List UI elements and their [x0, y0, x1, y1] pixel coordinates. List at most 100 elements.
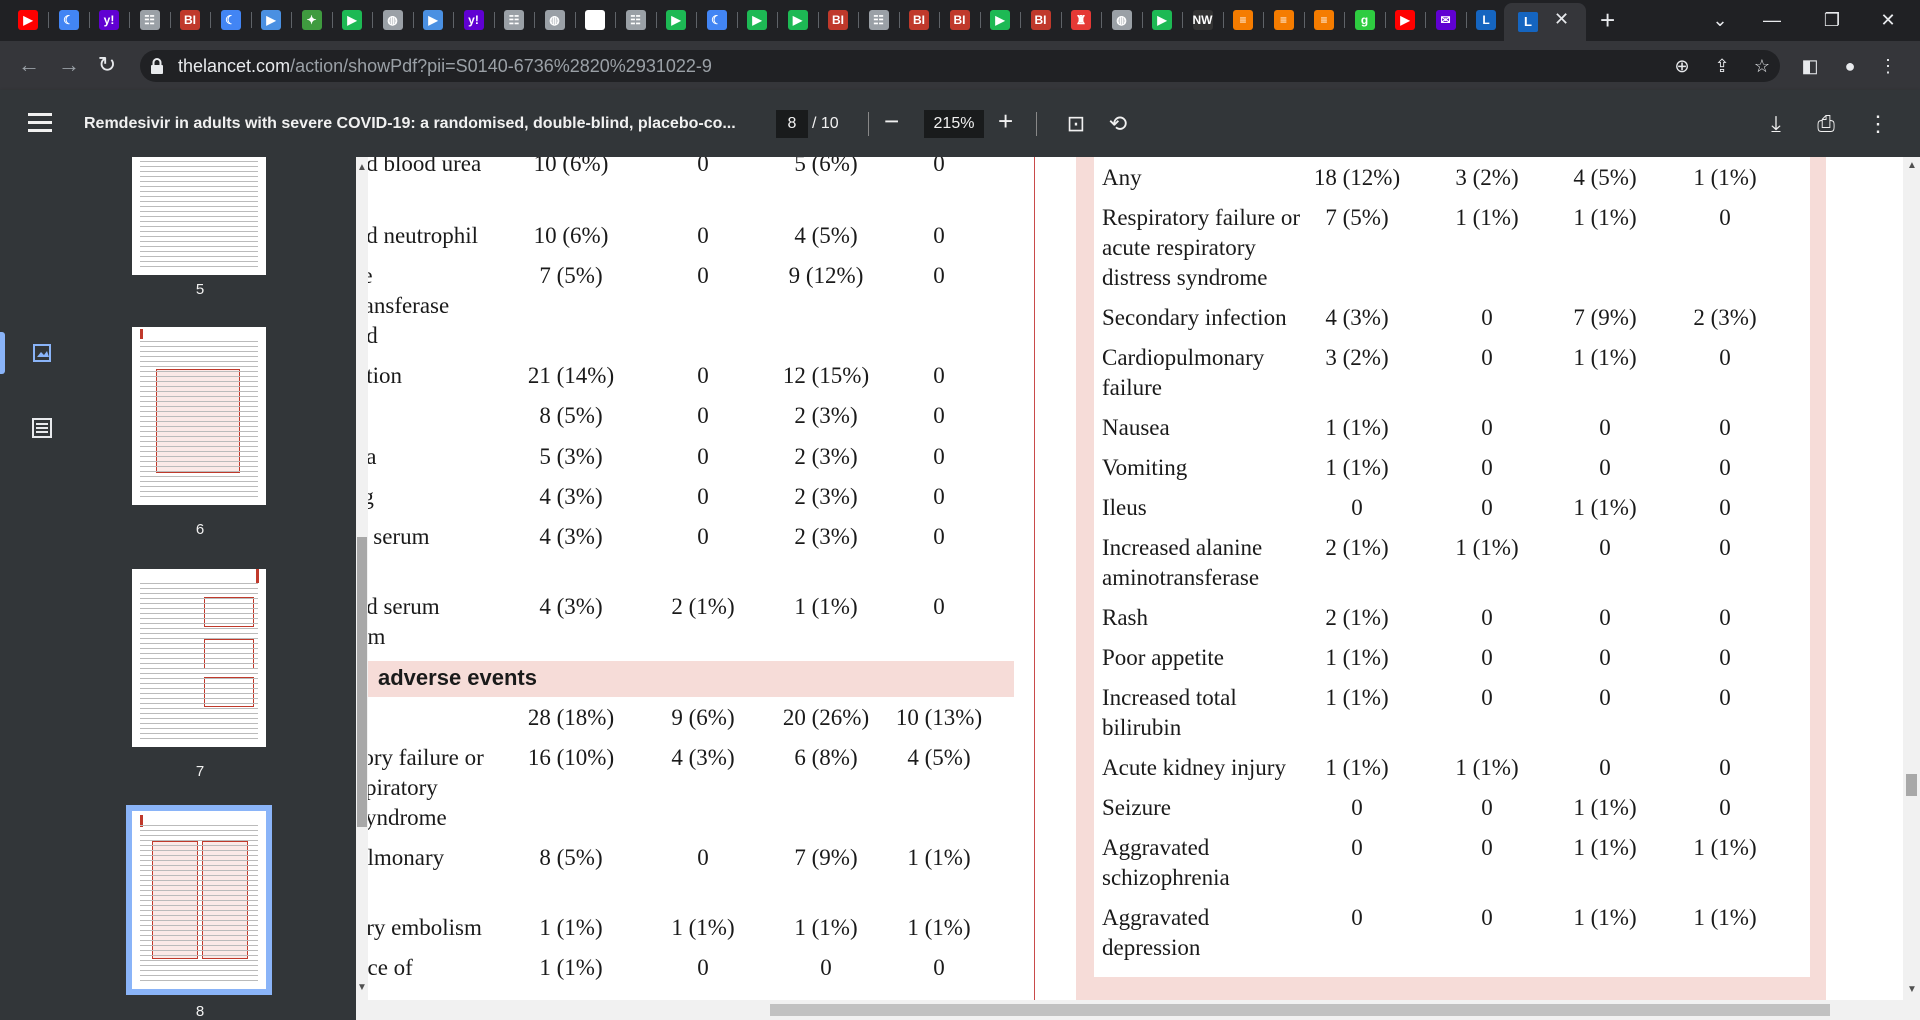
tab-favicon-icon[interactable]: ▶ — [666, 10, 686, 30]
outline-view-icon[interactable] — [26, 412, 58, 444]
tab-favicon-icon[interactable]: ☷ — [504, 10, 524, 30]
tab-favicon-icon[interactable]: ☷ — [868, 10, 889, 30]
table-cell: 0 — [933, 403, 945, 428]
table-cell: 0 — [933, 157, 945, 176]
maximize-button[interactable]: ❐ — [1823, 10, 1841, 30]
scroll-up-icon[interactable]: ▲ — [1907, 160, 1917, 171]
horizontal-scrollbar[interactable] — [356, 1000, 1903, 1020]
zoom-icon[interactable]: ⊕ — [1674, 56, 1690, 76]
tab-favicon-icon[interactable]: ▶ — [747, 10, 767, 30]
thumbnails-view-icon[interactable] — [26, 337, 58, 369]
scroll-down-icon[interactable]: ▼ — [1907, 984, 1917, 995]
scroll-up-icon[interactable]: ▲ — [357, 162, 367, 173]
tab-separator — [615, 12, 616, 28]
close-tab-icon[interactable]: ✕ — [1554, 9, 1570, 29]
table-cell: 0 — [697, 223, 709, 248]
tab-favicon-icon[interactable]: ≡ — [1273, 10, 1294, 30]
tab-favicon-icon[interactable]: NW — [1192, 10, 1213, 30]
tab-favicon-icon[interactable]: y! — [463, 10, 484, 30]
tab-favicon-icon[interactable]: ◍ — [544, 10, 565, 30]
print-icon[interactable]: ⎙ — [1817, 111, 1835, 136]
back-button[interactable]: ← — [18, 52, 40, 77]
tab-favicon-icon[interactable]: ≡ — [1233, 10, 1253, 30]
hamburger-menu-icon[interactable] — [28, 113, 52, 133]
tab-favicon-icon[interactable]: BI — [828, 10, 848, 30]
thumb-text-line — [140, 396, 258, 397]
thumb-text-line — [140, 723, 258, 724]
thumbnail-label: 6 — [195, 521, 205, 538]
side-panel-icon[interactable]: ◧ — [1801, 56, 1819, 76]
left-edge-scrollbar[interactable]: ▲ ▼ — [356, 157, 368, 1000]
pdf-more-options-icon[interactable]: ⋮ — [1867, 111, 1889, 136]
active-tab[interactable]: L — [1504, 3, 1586, 41]
tab-favicon-icon[interactable]: ♜ — [1071, 10, 1091, 30]
tab-favicon-icon[interactable]: BI — [949, 10, 970, 30]
url-text[interactable]: thelancet.com/action/showPdf?pii=S0140-6… — [178, 55, 712, 77]
tab-favicon-icon[interactable]: ◍ — [382, 10, 403, 30]
minimize-button[interactable]: — — [1763, 10, 1781, 30]
tab-search-chevron-icon[interactable]: ⌄ — [1712, 10, 1728, 30]
tab-favicon-icon[interactable]: ≡ — [1314, 10, 1334, 30]
download-icon[interactable]: ⤓ — [1771, 111, 1781, 136]
tab-favicon-icon[interactable]: BI — [180, 10, 200, 30]
page-thumbnail-5[interactable] — [132, 157, 266, 275]
tab-favicon-icon[interactable]: ✎ — [585, 10, 605, 30]
tab-favicon-icon[interactable]: g — [1354, 10, 1375, 30]
horizontal-scroll-thumb[interactable] — [770, 1004, 1830, 1016]
table-cell: 0 — [697, 363, 709, 388]
new-tab-button[interactable]: + — [1600, 5, 1616, 35]
rotate-icon[interactable]: ⟲ — [1108, 111, 1128, 136]
close-window-button[interactable]: ✕ — [1880, 10, 1896, 30]
table-cell: 10 (6%) — [533, 223, 609, 248]
zoom-in-button[interactable]: + — [998, 106, 1014, 136]
left-scroll-thumb[interactable] — [357, 537, 367, 827]
thumb-text-line — [140, 176, 258, 177]
lock-icon[interactable] — [150, 57, 164, 75]
tab-favicon-icon[interactable]: y! — [99, 10, 119, 30]
tab-favicon-icon[interactable]: ✉ — [1435, 10, 1456, 30]
tab-favicon-icon[interactable]: ▶ — [261, 10, 281, 30]
tab-favicon-icon[interactable]: ✦ — [301, 10, 322, 30]
forward-button[interactable]: → — [58, 52, 80, 77]
zoom-level-input[interactable]: 215% — [924, 110, 984, 138]
row-label: tory failure or spiratory syndrome — [356, 745, 484, 830]
omnibox[interactable] — [140, 50, 1780, 82]
zoom-out-button[interactable]: − — [884, 106, 900, 136]
thumb-text-line — [140, 683, 258, 684]
vertical-scroll-thumb[interactable] — [1906, 774, 1917, 796]
tab-favicon-icon[interactable]: ▶ — [423, 10, 443, 30]
page-thumbnail-6[interactable] — [132, 327, 266, 505]
profile-icon[interactable]: ● — [1844, 56, 1856, 76]
tab-favicon-icon[interactable]: ▶ — [1395, 10, 1415, 30]
table-cell: 0 — [1599, 415, 1611, 440]
thumb-text-line — [140, 825, 258, 826]
pdf-viewer[interactable]: adverse events ed blood urean10 (6%)05 (… — [356, 157, 1903, 1000]
browser-menu-icon[interactable]: ⋮ — [1879, 56, 1897, 76]
tab-favicon-icon[interactable]: L — [1476, 10, 1496, 30]
tab-favicon-icon[interactable]: ☾ — [220, 10, 241, 30]
tab-favicon-icon[interactable]: ▶ — [342, 10, 362, 30]
tab-favicon-icon[interactable]: ☾ — [706, 10, 727, 30]
tab-favicon-icon[interactable]: BI — [1030, 10, 1051, 30]
tab-favicon-icon[interactable]: ▶ — [787, 10, 808, 30]
tab-favicon-icon[interactable]: ▶ — [18, 10, 38, 30]
page-thumbnail-7[interactable] — [132, 569, 266, 747]
tab-favicon-icon[interactable]: ☾ — [58, 10, 79, 30]
thumb-text-line — [140, 201, 258, 202]
tab-separator — [1303, 12, 1305, 28]
reload-button[interactable]: ↻ — [97, 52, 117, 77]
tab-favicon-icon[interactable]: ▶ — [1152, 10, 1172, 30]
page-number-input[interactable]: 8 — [776, 110, 808, 138]
tab-favicon-icon[interactable]: ☷ — [139, 10, 160, 30]
thumb-text-line — [140, 361, 258, 362]
fit-to-page-icon[interactable]: ⊡ — [1066, 111, 1086, 136]
scroll-down-icon[interactable]: ▼ — [357, 982, 367, 993]
vertical-scrollbar[interactable]: ▲ ▼ — [1903, 157, 1920, 1020]
bookmark-star-icon[interactable]: ☆ — [1753, 56, 1771, 76]
tab-favicon-icon[interactable]: ◍ — [1111, 10, 1132, 30]
tab-favicon-icon[interactable]: BI — [909, 10, 929, 30]
tab-favicon-icon[interactable]: ☷ — [625, 10, 646, 30]
tab-favicon-icon[interactable]: ▶ — [990, 10, 1010, 30]
share-icon[interactable]: ⇪ — [1714, 56, 1730, 76]
page-thumbnail-8-selected[interactable] — [126, 805, 272, 995]
